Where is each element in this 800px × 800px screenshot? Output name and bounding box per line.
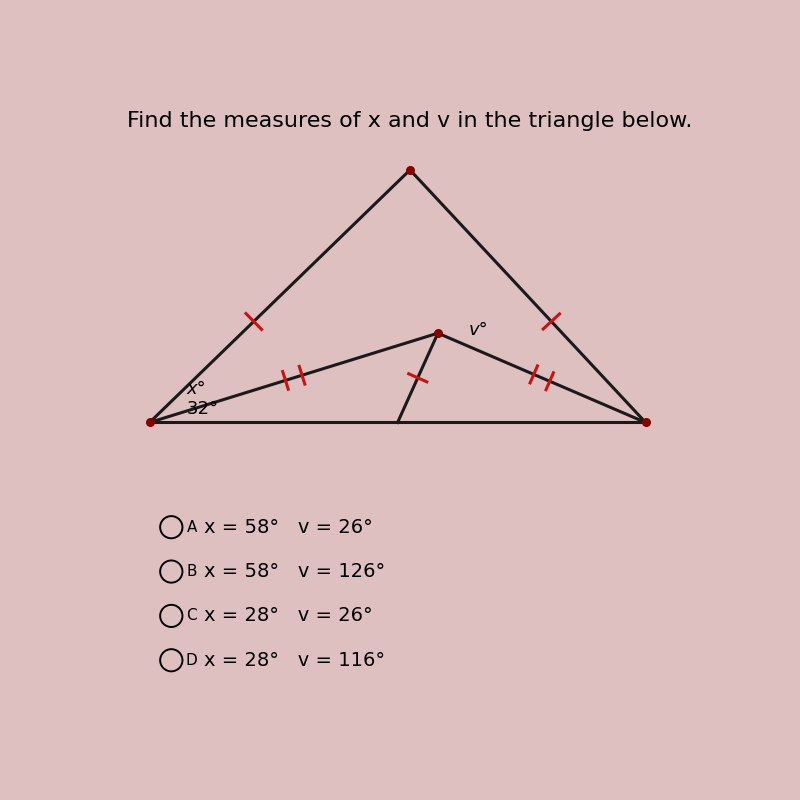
Text: x°: x° bbox=[186, 379, 206, 398]
Text: x = 58°   v = 26°: x = 58° v = 26° bbox=[204, 518, 373, 537]
Text: B: B bbox=[186, 564, 197, 579]
Text: 32°: 32° bbox=[186, 400, 218, 418]
Text: D: D bbox=[186, 653, 198, 668]
Text: A: A bbox=[186, 520, 197, 534]
Text: x = 28°   v = 116°: x = 28° v = 116° bbox=[204, 650, 386, 670]
Text: v°: v° bbox=[468, 321, 488, 339]
Text: Find the measures of x and v in the triangle below.: Find the measures of x and v in the tria… bbox=[127, 111, 693, 131]
Text: C: C bbox=[186, 609, 197, 623]
Text: x = 28°   v = 26°: x = 28° v = 26° bbox=[204, 606, 373, 626]
Text: x = 58°   v = 126°: x = 58° v = 126° bbox=[204, 562, 386, 581]
